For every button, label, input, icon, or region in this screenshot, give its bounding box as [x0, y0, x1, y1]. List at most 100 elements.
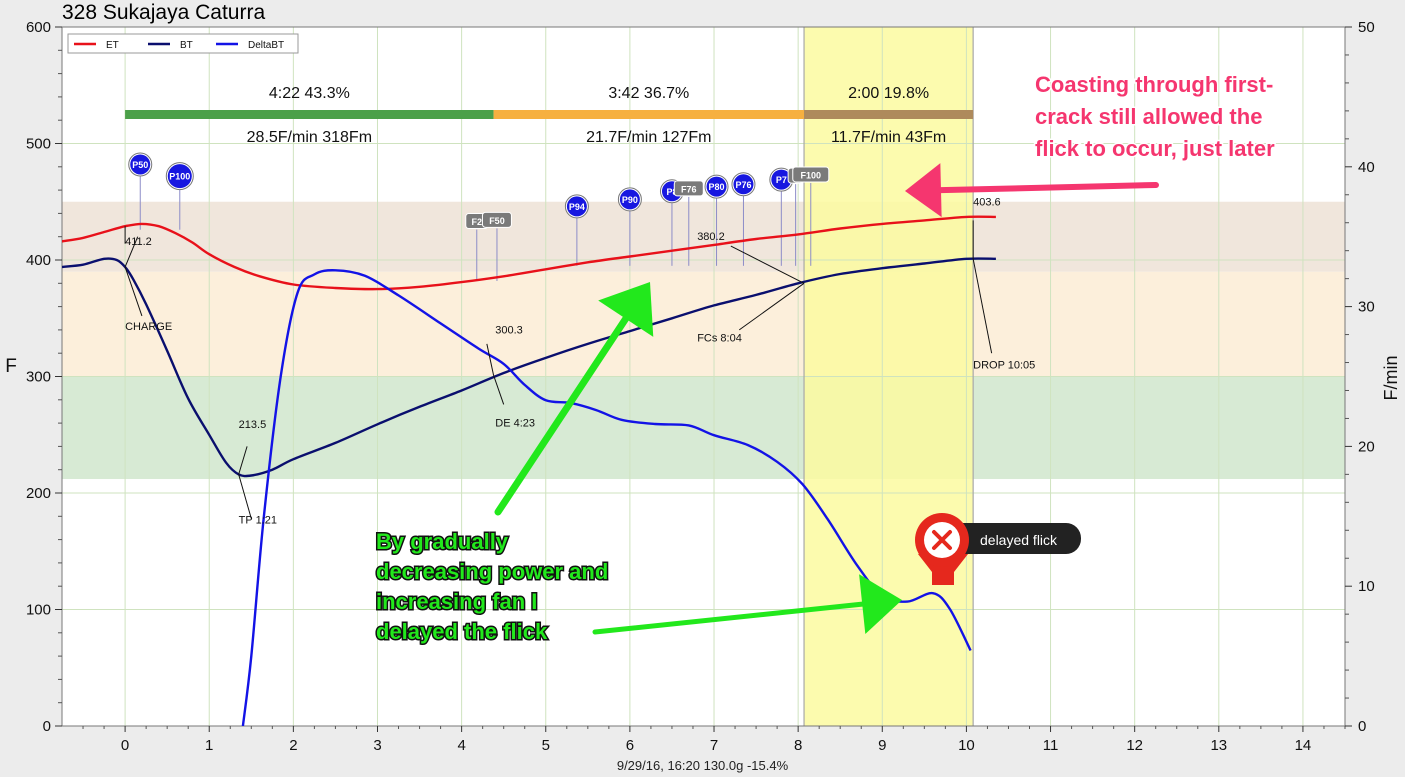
legend-label: BT [180, 40, 193, 51]
marker-label: P94 [569, 202, 585, 212]
green-annotation-line: decreasing power and [376, 559, 608, 584]
x-tick-label: 1 [205, 737, 213, 754]
phase-time-label: 2:00 19.8% [848, 85, 929, 102]
y2-axis-label: F/min [1381, 356, 1401, 401]
annotation-value: 380.2 [697, 231, 725, 243]
x-tick-label: 13 [1210, 737, 1227, 754]
marker-pin-fill [130, 154, 151, 175]
marker-pin-fill [706, 176, 727, 197]
annotation-leader [972, 258, 993, 354]
x-tick-label: 6 [626, 737, 634, 754]
phase-bar-2 [804, 110, 974, 119]
annotation-value: 213.5 [239, 419, 267, 431]
marker-label: P80 [709, 182, 725, 192]
legend-box [67, 33, 299, 54]
annotation-label: TP 1:21 [239, 514, 277, 526]
x-tick-label: 14 [1295, 737, 1312, 754]
marker-pin-fill [619, 189, 640, 210]
x-tick-label: 10 [958, 737, 975, 754]
y2-tick-label: 40 [1358, 159, 1375, 176]
y-tick-label: 500 [26, 136, 51, 153]
x-tick-label: 3 [373, 737, 381, 754]
marker-pin [792, 166, 830, 183]
x-tick-label: 5 [542, 737, 550, 754]
pink-arrow [905, 163, 1159, 218]
annotation-leader [124, 236, 139, 268]
y-tick-label: 200 [26, 485, 51, 502]
annotation-leader [124, 266, 143, 317]
annotation-leader [730, 245, 805, 284]
annotation-leader [493, 375, 505, 405]
callout-text: delayed flick [980, 532, 1058, 548]
phase-band-0 [62, 376, 1345, 480]
y2-tick-label: 10 [1358, 578, 1375, 595]
marker-label: P90 [622, 195, 638, 205]
arrow-head [905, 163, 942, 218]
marker-pin [673, 180, 704, 197]
y-axis-label: F [5, 356, 17, 377]
y-tick-label: 600 [26, 19, 51, 36]
phase-bar-1 [493, 110, 805, 119]
x-tick-label: 2 [289, 737, 297, 754]
x-tick-label: 7 [710, 737, 718, 754]
y2-tick-label: 50 [1358, 19, 1375, 36]
x-tick-label: 0 [121, 737, 129, 754]
phase-band-1 [62, 271, 1345, 377]
legend-label: ET [106, 40, 119, 51]
y2-tick-label: 0 [1358, 718, 1366, 735]
green-annotation-line: increasing fan I [376, 589, 537, 614]
phase-time-label: 3:42 36.7% [608, 85, 689, 102]
arrow-shaft [592, 601, 865, 635]
annotation-label: FCs 8:04 [697, 333, 742, 345]
y-tick-label: 300 [26, 369, 51, 386]
footer-info: 9/29/16, 16:20 130.0g -15.4% [616, 758, 789, 773]
x-tick-label: 9 [878, 737, 886, 754]
pink-annotation-line: Coasting through first- [1035, 72, 1273, 97]
arrow-shaft [494, 315, 630, 516]
marker-label: F100 [801, 170, 822, 180]
pink-annotation-line: crack still allowed the [1035, 104, 1262, 129]
phase-rate-label: 21.7F/min 127Fm [586, 129, 711, 146]
annotation-value: 411.2 [125, 236, 152, 248]
phase-bar-0 [125, 110, 494, 119]
marker-label: F2 [472, 217, 483, 227]
series-bt [62, 257, 996, 478]
green-annotation-line: By gradually [376, 529, 509, 554]
marker-label: P7 [776, 175, 787, 185]
x-tick-label: 4 [457, 737, 465, 754]
legend: ET BT DeltaBT [67, 33, 299, 54]
marker-pin-fill [167, 164, 192, 189]
marker-pin-fill [733, 174, 754, 195]
annotation-label: DROP 10:05 [973, 359, 1035, 371]
y-tick-label: 400 [26, 252, 51, 269]
axes: 0 1 2 3 4 5 6 7 8 9 10 11 12 13 1401002003004005006000… [5, 19, 1401, 754]
green-annotation: By gradually decreasing power and increasi… [375, 528, 610, 646]
y-tick-label: 100 [26, 602, 51, 619]
annotation-value: 300.3 [495, 324, 523, 336]
x-tick-label: 12 [1126, 737, 1143, 754]
arrow-head [859, 574, 902, 634]
y2-tick-label: 30 [1358, 299, 1375, 316]
phase-rate-label: 28.5F/min 318Fm [247, 129, 372, 146]
marker-label: P50 [132, 160, 148, 170]
annotation-leader [238, 446, 248, 475]
arrow-head [598, 282, 654, 337]
legend-label: DeltaBT [248, 40, 284, 51]
pink-annotation-line: flick to occur, just later [1035, 136, 1275, 161]
x-tick-label: 11 [1043, 737, 1059, 754]
marker-label: P100 [169, 172, 190, 182]
annotation-label: DE 4:23 [495, 418, 535, 430]
pink-annotation: Coasting through first-crack still allow… [1034, 71, 1277, 163]
grid-lines [62, 27, 1345, 726]
x-tick-label: 8 [794, 737, 802, 754]
green-arrow-up [494, 282, 654, 516]
green-annotation-line: delayed the flick [376, 619, 548, 644]
marker-label: P76 [735, 180, 751, 190]
annotation-leader [238, 474, 252, 519]
annotation-leader [486, 343, 495, 376]
annotation-leader [738, 282, 805, 331]
annotation-value: 403.6 [973, 197, 1001, 209]
marker-label: P8 [666, 187, 677, 197]
chart-title: 328 Sukajaya Caturra [62, 1, 266, 24]
